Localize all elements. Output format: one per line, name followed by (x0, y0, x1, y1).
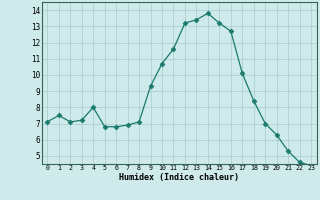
X-axis label: Humidex (Indice chaleur): Humidex (Indice chaleur) (119, 173, 239, 182)
